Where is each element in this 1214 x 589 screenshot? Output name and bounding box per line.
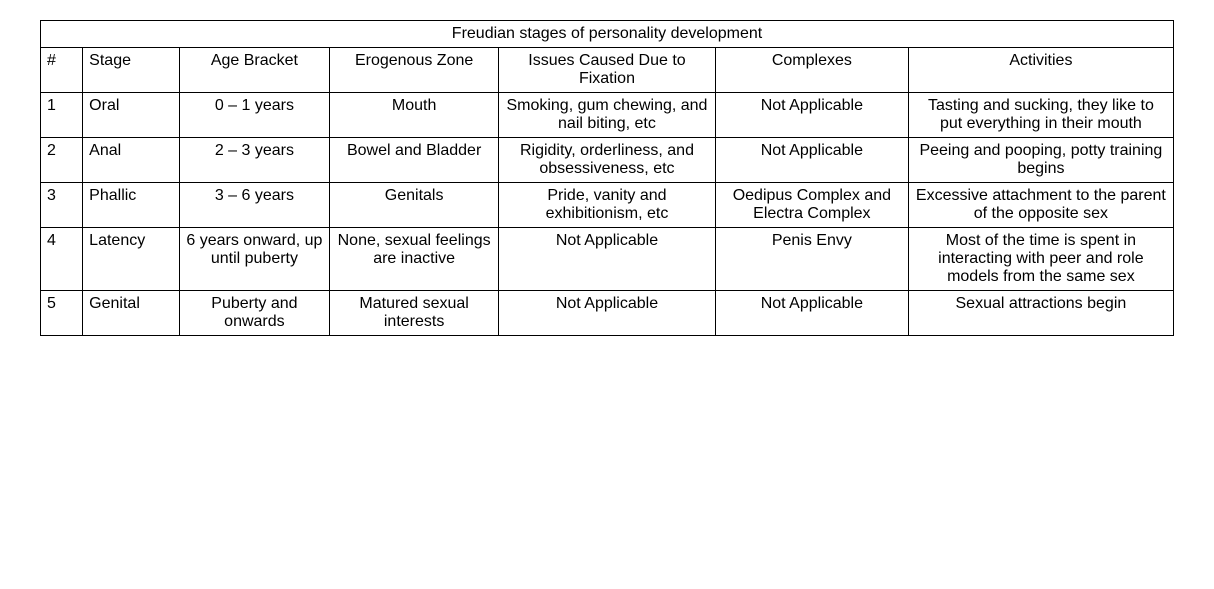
cell-age: Puberty and onwards <box>179 291 330 336</box>
cell-age: 6 years onward, up until puberty <box>179 228 330 291</box>
table-row: 5 Genital Puberty and onwards Matured se… <box>41 291 1174 336</box>
cell-zone: Matured sexual interests <box>330 291 499 336</box>
freudian-stages-table: Freudian stages of personality developme… <box>40 20 1174 336</box>
cell-activities: Peeing and pooping, potty training begin… <box>908 138 1173 183</box>
cell-age: 2 – 3 years <box>179 138 330 183</box>
cell-activities: Sexual attractions begin <box>908 291 1173 336</box>
table-row: 1 Oral 0 – 1 years Mouth Smoking, gum ch… <box>41 93 1174 138</box>
table-row: 4 Latency 6 years onward, up until puber… <box>41 228 1174 291</box>
cell-complexes: Not Applicable <box>715 291 908 336</box>
col-issues: Issues Caused Due to Fixation <box>498 48 715 93</box>
cell-complexes: Penis Envy <box>715 228 908 291</box>
cell-issues: Smoking, gum chewing, and nail biting, e… <box>498 93 715 138</box>
table-row: 2 Anal 2 – 3 years Bowel and Bladder Rig… <box>41 138 1174 183</box>
col-activities: Activities <box>908 48 1173 93</box>
cell-age: 3 – 6 years <box>179 183 330 228</box>
col-zone: Erogenous Zone <box>330 48 499 93</box>
cell-stage: Oral <box>83 93 179 138</box>
cell-zone: Genitals <box>330 183 499 228</box>
cell-num: 5 <box>41 291 83 336</box>
cell-num: 1 <box>41 93 83 138</box>
cell-num: 3 <box>41 183 83 228</box>
cell-stage: Anal <box>83 138 179 183</box>
cell-age: 0 – 1 years <box>179 93 330 138</box>
cell-zone: Mouth <box>330 93 499 138</box>
cell-zone: None, sexual feelings are inactive <box>330 228 499 291</box>
cell-stage: Genital <box>83 291 179 336</box>
col-complexes: Complexes <box>715 48 908 93</box>
cell-issues: Not Applicable <box>498 291 715 336</box>
cell-issues: Pride, vanity and exhibitionism, etc <box>498 183 715 228</box>
cell-activities: Tasting and sucking, they like to put ev… <box>908 93 1173 138</box>
cell-num: 2 <box>41 138 83 183</box>
cell-zone: Bowel and Bladder <box>330 138 499 183</box>
col-age: Age Bracket <box>179 48 330 93</box>
col-stage: Stage <box>83 48 179 93</box>
cell-complexes: Not Applicable <box>715 138 908 183</box>
cell-stage: Phallic <box>83 183 179 228</box>
cell-activities: Excessive attachment to the parent of th… <box>908 183 1173 228</box>
table-title: Freudian stages of personality developme… <box>41 21 1174 48</box>
cell-issues: Rigidity, orderliness, and obsessiveness… <box>498 138 715 183</box>
cell-complexes: Oedipus Complex and Electra Complex <box>715 183 908 228</box>
cell-stage: Latency <box>83 228 179 291</box>
cell-complexes: Not Applicable <box>715 93 908 138</box>
table-row: 3 Phallic 3 – 6 years Genitals Pride, va… <box>41 183 1174 228</box>
table-header-row: # Stage Age Bracket Erogenous Zone Issue… <box>41 48 1174 93</box>
cell-num: 4 <box>41 228 83 291</box>
cell-issues: Not Applicable <box>498 228 715 291</box>
col-num: # <box>41 48 83 93</box>
cell-activities: Most of the time is spent in interacting… <box>908 228 1173 291</box>
